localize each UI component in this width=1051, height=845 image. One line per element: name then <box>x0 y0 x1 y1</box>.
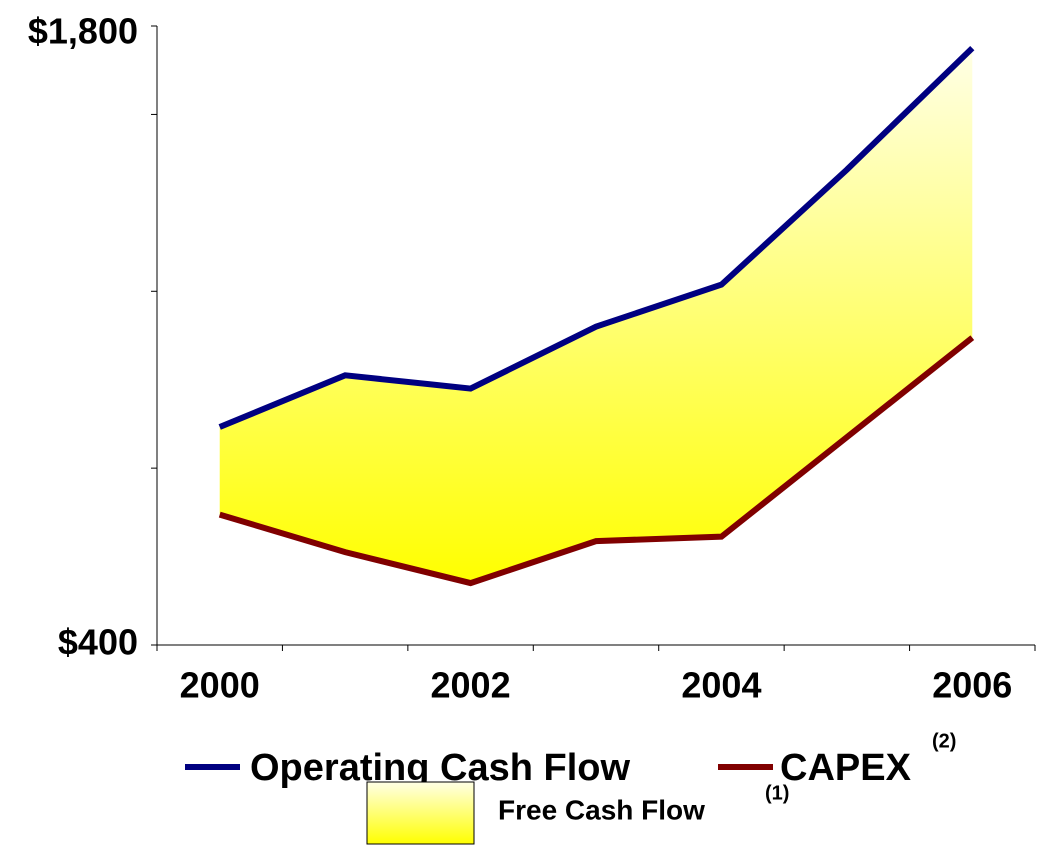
line <box>218 335 975 587</box>
legend-superscript: (1) <box>765 782 789 804</box>
legend-label: CAPEX <box>780 747 912 789</box>
free-cash-flow-area <box>219 48 973 584</box>
y-tick-label: $400 <box>58 622 138 663</box>
x-tick-label: 2006 <box>932 665 1012 706</box>
y-tick-label: $1,800 <box>28 11 138 52</box>
legend-label: Free Cash Flow <box>498 794 705 825</box>
x-tick-label: 2000 <box>180 665 260 706</box>
x-tick-label: 2004 <box>681 665 761 706</box>
line <box>218 45 975 430</box>
legend-superscript: (2) <box>932 730 956 752</box>
x-tick-label: 2002 <box>431 665 511 706</box>
legend-swatch <box>366 781 475 845</box>
